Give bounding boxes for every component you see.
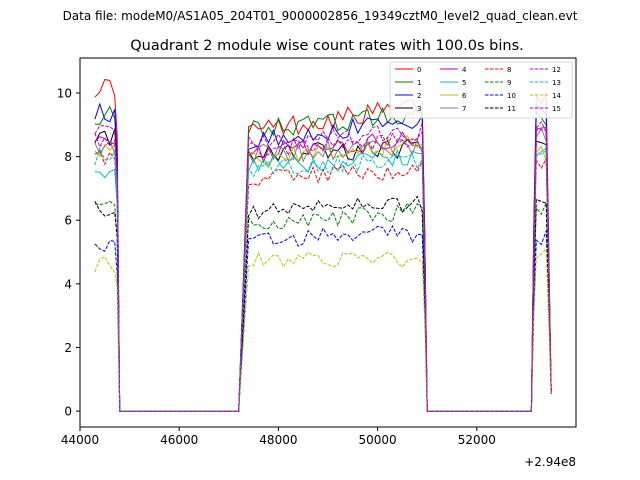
legend-label-15: 15 <box>552 105 561 113</box>
y-axis: 0 2 4 6 8 10 <box>57 86 80 419</box>
legend-label-12: 12 <box>552 66 561 74</box>
x-tick-label: 46000 <box>160 433 198 447</box>
series-line-9 <box>94 200 552 412</box>
series-line-14 <box>94 247 552 412</box>
series-line-0 <box>94 78 552 412</box>
y-tick-label: 2 <box>64 341 72 355</box>
y-tick-label: 8 <box>64 150 72 164</box>
y-tick-label: 0 <box>64 405 72 419</box>
data-file-label: Data file: modeM0/AS1A05_204T01_90000028… <box>63 9 578 23</box>
legend-label-9: 9 <box>507 79 511 87</box>
legend-label-2: 2 <box>417 92 421 100</box>
legend-label-7: 7 <box>462 105 466 113</box>
legend-label-4: 4 <box>462 66 467 74</box>
x-tick-label: 48000 <box>259 433 297 447</box>
series-line-11 <box>94 195 552 412</box>
legend-label-13: 13 <box>552 79 561 87</box>
y-tick-label: 4 <box>64 277 72 291</box>
x-tick-label: 52000 <box>458 433 496 447</box>
legend-label-3: 3 <box>417 105 421 113</box>
series-line-6 <box>94 135 552 412</box>
y-tick-label: 6 <box>64 214 72 228</box>
y-tick-label: 10 <box>57 86 72 100</box>
legend-label-8: 8 <box>507 66 511 74</box>
x-axis: 44000 46000 48000 50000 52000 <box>61 427 496 447</box>
series-line-15 <box>94 120 552 412</box>
x-tick-label: 44000 <box>61 433 99 447</box>
chart-title: Quadrant 2 module wise count rates with … <box>130 38 524 54</box>
series-line-5 <box>94 147 552 412</box>
series-line-13 <box>94 146 552 412</box>
x-offset-label: +2.94e8 <box>524 455 576 469</box>
plot-lines <box>94 78 552 412</box>
series-line-8 <box>94 149 552 412</box>
legend-label-5: 5 <box>462 79 466 87</box>
x-tick-label: 50000 <box>359 433 397 447</box>
legend-label-6: 6 <box>462 92 467 100</box>
legend-label-1: 1 <box>417 79 421 87</box>
legend-label-14: 14 <box>552 92 561 100</box>
legend-label-10: 10 <box>507 92 516 100</box>
series-line-10 <box>94 224 552 412</box>
legend-label-0: 0 <box>417 66 421 74</box>
legend-label-11: 11 <box>507 105 516 113</box>
plot-frame <box>79 57 577 428</box>
legend-box <box>389 61 573 119</box>
